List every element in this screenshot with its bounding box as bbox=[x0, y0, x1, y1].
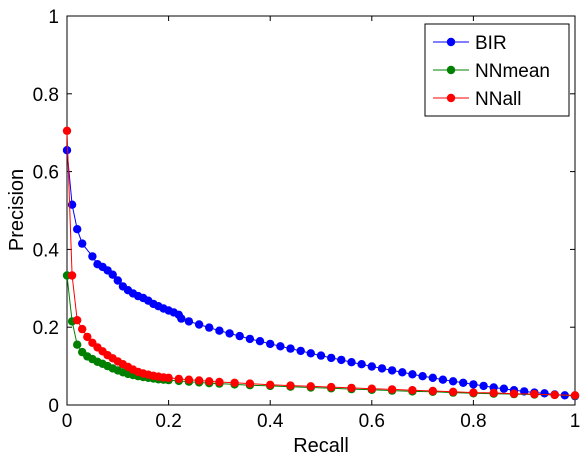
y-axis-label: Precision bbox=[6, 169, 28, 251]
data-point-nnall bbox=[489, 388, 498, 398]
data-point-bir bbox=[418, 372, 427, 381]
x-tick-label: 0 bbox=[62, 411, 73, 432]
data-point-bir bbox=[276, 342, 285, 351]
data-point-bir bbox=[469, 380, 478, 389]
data-point-bir bbox=[327, 353, 336, 363]
legend-swatch-marker bbox=[446, 37, 456, 47]
data-point-bir bbox=[177, 314, 186, 323]
legend-item-nnmean: NNmean bbox=[433, 61, 550, 82]
data-point-nnall bbox=[266, 380, 275, 389]
legend-label: BIR bbox=[475, 33, 507, 54]
data-point-bir bbox=[286, 344, 295, 353]
data-point-nnall bbox=[205, 377, 214, 386]
series-layer bbox=[62, 126, 580, 401]
data-point-nnall bbox=[286, 381, 295, 390]
data-point-nnall bbox=[174, 374, 183, 384]
data-point-bir bbox=[438, 375, 448, 384]
data-point-nnall bbox=[367, 384, 376, 393]
data-point-bir bbox=[296, 346, 305, 356]
x-tick-label: 0.2 bbox=[155, 411, 181, 432]
data-point-bir bbox=[428, 373, 437, 382]
legend-label: NNall bbox=[475, 89, 521, 110]
data-point-bir bbox=[337, 355, 346, 365]
series-nnall bbox=[62, 126, 580, 400]
data-point-nnall bbox=[164, 373, 173, 382]
data-point-bir bbox=[387, 366, 397, 375]
y-tick-label: 0.4 bbox=[33, 240, 60, 261]
y-tick-label: 0.8 bbox=[33, 85, 59, 106]
y-tick-label: 0.6 bbox=[33, 163, 59, 184]
data-point-nnall bbox=[448, 387, 458, 396]
y-tick-label: 1 bbox=[48, 7, 59, 28]
data-point-bir bbox=[194, 320, 204, 329]
data-point-bir bbox=[408, 370, 417, 379]
y-tick-label: 0 bbox=[48, 396, 59, 417]
data-point-nnall bbox=[408, 386, 417, 395]
data-point-bir bbox=[316, 351, 326, 360]
y-tick-label: 0.2 bbox=[33, 318, 59, 339]
legend-swatch-marker bbox=[446, 93, 456, 103]
data-point-bir bbox=[499, 384, 509, 393]
data-point-nnall bbox=[83, 332, 92, 342]
data-point-bir bbox=[108, 270, 117, 279]
legend-label: NNmean bbox=[475, 61, 550, 82]
legend-item-nnall: NNall bbox=[433, 89, 521, 110]
data-point-bir bbox=[459, 378, 468, 387]
x-tick-label: 0.6 bbox=[359, 411, 385, 432]
data-point-bir bbox=[73, 225, 82, 234]
legend-swatch-marker bbox=[446, 65, 456, 75]
data-point-nnmean bbox=[73, 340, 82, 349]
data-point-bir bbox=[540, 389, 549, 398]
data-point-bir bbox=[367, 362, 376, 371]
x-axis-label: Recall bbox=[293, 435, 349, 457]
data-point-nnall bbox=[428, 386, 437, 396]
data-point-nnall bbox=[570, 391, 580, 400]
axis-ticks: 0 0.2 0.4 0.6 0.8 1 0 0.2 0.4 0.6 0.8 1 bbox=[33, 7, 581, 432]
data-point-bir bbox=[184, 317, 194, 326]
legend: BIR NNmean NNall bbox=[424, 23, 570, 117]
data-point-bir bbox=[266, 339, 275, 349]
data-point-nnall bbox=[215, 377, 224, 387]
data-point-bir bbox=[205, 323, 214, 332]
data-point-bir bbox=[347, 358, 356, 367]
data-point-nnall bbox=[530, 389, 539, 399]
data-point-nnall bbox=[327, 382, 336, 392]
data-point-bir bbox=[255, 337, 265, 346]
data-point-nnall bbox=[230, 378, 239, 387]
data-point-bir bbox=[235, 331, 244, 341]
x-tick-label: 0.4 bbox=[257, 411, 284, 432]
data-point-nnall bbox=[245, 379, 255, 388]
data-point-bir bbox=[479, 381, 488, 391]
data-point-bir bbox=[113, 276, 123, 285]
data-point-bir bbox=[357, 360, 366, 369]
data-point-bir bbox=[306, 349, 315, 358]
data-point-nnall bbox=[469, 388, 478, 397]
data-point-nnall bbox=[194, 376, 204, 385]
data-point-nnall bbox=[509, 389, 519, 398]
data-point-nnall bbox=[387, 385, 397, 394]
data-point-nnall bbox=[550, 390, 559, 400]
data-point-bir bbox=[398, 368, 407, 377]
data-point-nnall bbox=[347, 383, 356, 393]
data-point-bir bbox=[377, 364, 387, 373]
data-point-nnall bbox=[306, 382, 315, 391]
data-point-bir bbox=[225, 329, 234, 338]
data-point-bir bbox=[78, 239, 87, 248]
data-point-nnall bbox=[67, 271, 77, 280]
data-point-nnall bbox=[78, 324, 87, 334]
data-point-bir bbox=[448, 377, 458, 386]
data-point-nnall bbox=[184, 375, 194, 384]
data-point-bir bbox=[215, 326, 224, 335]
data-point-bir bbox=[62, 146, 72, 155]
data-point-nnall bbox=[73, 316, 82, 325]
data-point-bir bbox=[245, 334, 255, 344]
data-point-bir bbox=[88, 252, 97, 261]
data-point-nnall bbox=[62, 126, 72, 135]
legend-item-bir: BIR bbox=[433, 33, 507, 54]
x-tick-label: 0.8 bbox=[460, 411, 486, 432]
x-tick-label: 1 bbox=[570, 411, 581, 432]
